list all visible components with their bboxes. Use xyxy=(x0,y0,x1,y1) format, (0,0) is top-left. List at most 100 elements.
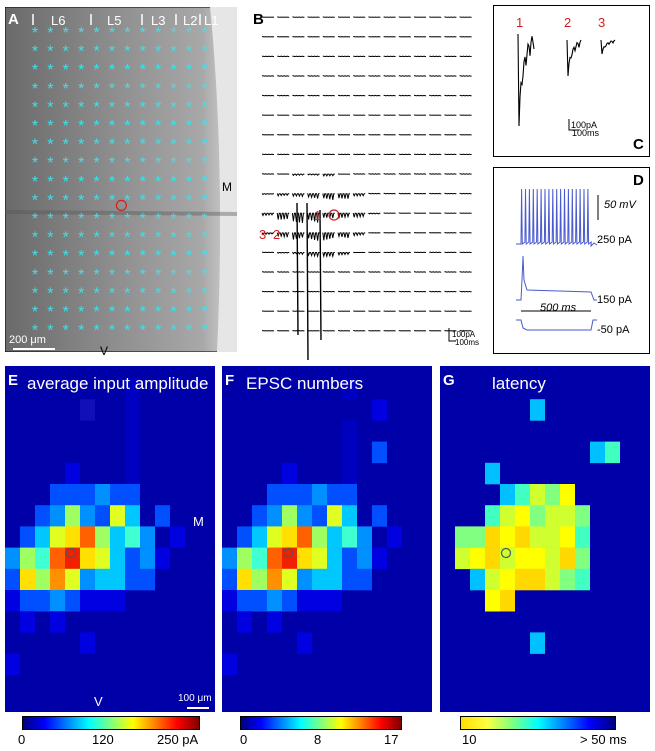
heatmap-g xyxy=(440,366,650,712)
stim-site: * xyxy=(140,230,146,247)
stim-site: * xyxy=(140,323,146,340)
stim-site: * xyxy=(93,99,99,116)
heatmap-cell xyxy=(470,526,485,548)
stim-site: * xyxy=(140,81,146,98)
stim-site: * xyxy=(155,248,161,265)
heatmap-cell xyxy=(267,547,282,570)
stim-site: * xyxy=(47,323,53,340)
heatmap-e xyxy=(5,366,215,712)
stim-site: * xyxy=(109,230,115,247)
stim-site: * xyxy=(170,44,176,61)
stim-site: * xyxy=(155,99,161,116)
heatmap-cell xyxy=(485,505,500,527)
stim-site: * xyxy=(63,174,69,191)
stim-site: * xyxy=(109,211,115,228)
cb-e-max: 250 pA xyxy=(157,732,199,747)
heatmap-cell xyxy=(140,526,155,548)
heatmap-cell xyxy=(560,526,575,548)
heatmap-cell xyxy=(35,526,50,548)
stim-site: * xyxy=(78,192,84,209)
stim-site: * xyxy=(155,174,161,191)
stim-site: * xyxy=(186,174,192,191)
stim-site: * xyxy=(140,211,146,228)
heatmap-cell xyxy=(35,505,50,527)
heatmap-cell xyxy=(267,484,282,506)
heatmap-cell xyxy=(515,505,530,527)
heatmap-cell xyxy=(35,547,50,570)
cb-e-mid: 120 xyxy=(92,732,114,747)
epsc-trace xyxy=(337,212,350,220)
stim-site: * xyxy=(47,285,53,302)
stim-site: * xyxy=(63,285,69,302)
stim-site: * xyxy=(78,99,84,116)
heatmap-cell xyxy=(297,505,312,527)
stim-site: * xyxy=(155,118,161,135)
stim-site: * xyxy=(47,192,53,209)
stim-site: * xyxy=(63,137,69,154)
heatmap-cell xyxy=(252,568,267,591)
stim-site: * xyxy=(63,155,69,172)
scale-bar xyxy=(568,119,579,131)
heatmap-cell xyxy=(125,526,140,548)
stim-site: * xyxy=(109,118,115,135)
cb-f-0: 0 xyxy=(240,732,248,747)
stim-site: * xyxy=(47,248,53,265)
stim-site: * xyxy=(155,211,161,228)
stim-site: * xyxy=(47,137,53,154)
stim-site: * xyxy=(93,230,99,247)
stim-site: * xyxy=(78,211,84,228)
heatmap-cell xyxy=(5,547,20,570)
heatmap-cell xyxy=(545,547,560,570)
stim-site: * xyxy=(32,44,38,61)
heatmap-cell xyxy=(252,505,267,527)
heatmap-cell xyxy=(560,505,575,527)
heatmap-cell xyxy=(282,590,297,612)
epsc-trace xyxy=(322,173,335,177)
heatmap-cell xyxy=(125,441,140,464)
stim-site: * xyxy=(155,44,161,61)
heatmap-cell xyxy=(282,484,297,506)
heatmap-cell xyxy=(297,632,312,654)
heatmap-cell xyxy=(530,632,545,654)
stim-site: * xyxy=(124,44,130,61)
scale-pa: 100pA xyxy=(571,120,598,130)
trace-1 xyxy=(517,33,535,127)
epsc-trace xyxy=(291,212,305,223)
orientation-m: M xyxy=(193,514,204,529)
epsc-trace xyxy=(261,232,274,236)
layer-l6: L6 xyxy=(51,13,66,28)
heatmap-cell xyxy=(312,590,327,612)
stim-site: * xyxy=(186,44,192,61)
epsc-trace xyxy=(352,212,366,219)
heatmap-cell xyxy=(372,547,387,570)
heatmap-cell xyxy=(267,590,282,612)
heatmap-cell xyxy=(485,462,500,485)
heatmap-cell xyxy=(50,547,65,570)
heatmap-cell xyxy=(237,568,252,591)
stim-site: * xyxy=(63,267,69,284)
stim-site: * xyxy=(186,230,192,247)
heatmap-cell xyxy=(95,526,110,548)
heatmap-cell xyxy=(455,547,470,570)
stim-site: * xyxy=(124,192,130,209)
heatmap-cell xyxy=(282,505,297,527)
stim-site: * xyxy=(140,192,146,209)
heatmap-cell xyxy=(342,568,357,591)
stim-site: * xyxy=(32,285,38,302)
stim-site: * xyxy=(63,304,69,321)
epsc-trace xyxy=(291,232,305,240)
stim-site: * xyxy=(186,267,192,284)
heatmap-cell xyxy=(170,526,185,548)
heatmap-cell xyxy=(470,568,485,591)
stim-site: * xyxy=(93,323,99,340)
heatmap-cell xyxy=(282,462,297,485)
heatmap-cell xyxy=(312,505,327,527)
marker-3: 3 xyxy=(259,227,267,242)
stim-site: * xyxy=(186,211,192,228)
heatmap-cell xyxy=(342,526,357,548)
heatmap-cell xyxy=(530,484,545,506)
large-response-trace xyxy=(319,209,322,341)
scale-ms: 100ms xyxy=(572,128,600,138)
stim-site: * xyxy=(140,267,146,284)
stim-site: * xyxy=(170,118,176,135)
